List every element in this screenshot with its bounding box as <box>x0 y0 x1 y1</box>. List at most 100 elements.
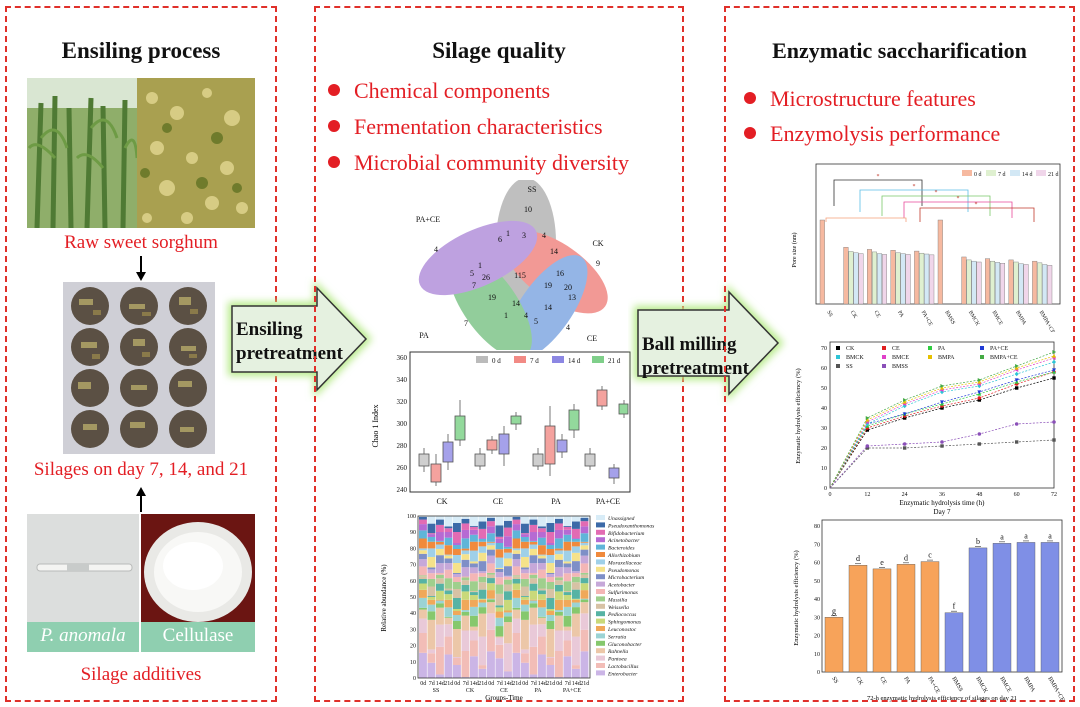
abundance-segment <box>453 582 461 589</box>
abundance-segment <box>572 571 580 574</box>
svg-text:*: * <box>935 190 938 196</box>
abundance-segment <box>470 529 478 535</box>
line-day: Day 7 <box>934 508 951 516</box>
abundance-segment <box>436 574 444 579</box>
legend-swatch <box>1010 170 1020 176</box>
venn-region: 4 <box>524 311 528 320</box>
legend-marker <box>882 355 886 359</box>
bar-letter: d <box>904 553 908 562</box>
venn-region: 19 <box>544 281 552 290</box>
abundance-segment <box>461 584 470 592</box>
abundance-segment <box>478 552 487 562</box>
legend-label: Rahnella <box>607 649 628 655</box>
box <box>618 403 629 415</box>
abundance-xtick: 14d <box>436 681 445 687</box>
abundance-segment <box>580 533 589 542</box>
abundance-segment <box>419 583 427 590</box>
venn-region: 7 <box>472 281 476 290</box>
abundance-xtick: 14d <box>572 681 581 687</box>
abundance-segment <box>495 536 504 539</box>
abundance-segment <box>495 538 504 543</box>
abundance-segment <box>512 609 521 619</box>
abundance-segment <box>419 538 427 549</box>
line-point <box>977 378 982 382</box>
abundance-segment <box>444 526 453 529</box>
bullet-dot <box>328 119 340 132</box>
abundance-segment <box>453 563 461 573</box>
abundance-segment <box>427 662 436 678</box>
ensiling-arrow <box>228 280 372 398</box>
abundance-segment <box>555 550 563 555</box>
abundance-segment <box>529 516 538 520</box>
legend-swatch <box>596 655 605 661</box>
abundance-segment <box>470 534 478 542</box>
abundance-segment <box>563 567 572 574</box>
legend-label: 14 d <box>1022 172 1033 178</box>
abundance-xtick: 21d <box>512 681 521 687</box>
line-point <box>902 416 907 420</box>
pore-xtick: SS <box>825 310 833 318</box>
abundance-segment <box>555 630 563 651</box>
venn-label-ce: CE <box>587 334 597 343</box>
abundance-segment <box>478 668 487 678</box>
bar <box>872 568 892 673</box>
box <box>544 425 556 465</box>
abundance-segment <box>495 525 504 537</box>
abundance-segment <box>529 524 538 533</box>
abundance-xgroup: CK <box>466 688 475 694</box>
abundance-segment <box>572 582 580 590</box>
venn-core: 115 <box>514 271 526 280</box>
abundance-xtick: 21d <box>546 681 555 687</box>
abundance-segment <box>572 598 580 600</box>
abundance-ytick: 20 <box>410 644 416 650</box>
line-point <box>1014 386 1019 390</box>
abundance-segment <box>546 532 555 543</box>
pore-bar <box>876 253 882 305</box>
pore-xtick: BMPA+CE <box>1038 310 1056 332</box>
abundance-segment <box>512 576 521 579</box>
abundance-segment <box>572 636 580 666</box>
legend-swatch <box>596 581 605 587</box>
bar-xtick: PA+CE <box>926 676 940 695</box>
svg-text:*: * <box>877 174 880 180</box>
p-anomala-photo <box>27 514 139 622</box>
pore-bar <box>853 252 859 305</box>
abundance-segment <box>453 555 461 563</box>
abundance-segment <box>546 598 555 609</box>
abundance-stacked-bar: Relative abundance (%) 0 10 20 30 40 50 60 70 80… <box>380 514 654 702</box>
abundance-segment <box>478 571 487 574</box>
abundance-segment <box>436 590 444 600</box>
abundance-xgroup: CE <box>500 688 508 694</box>
pore-bar <box>871 251 877 305</box>
legend-swatch <box>596 552 605 557</box>
abundance-segment <box>470 591 478 593</box>
chao1-ytick: 320 <box>397 398 408 406</box>
abundance-segment <box>495 605 504 608</box>
abundance-segment <box>504 591 512 600</box>
abundance-segment <box>487 555 495 564</box>
abundance-segment <box>563 640 572 657</box>
abundance-segment <box>572 552 580 562</box>
abundance-xtick: 21d <box>580 681 589 687</box>
box <box>474 453 486 467</box>
venn-region: 14 <box>550 247 558 256</box>
abundance-segment <box>470 525 478 527</box>
abundance-segment <box>478 582 487 590</box>
abundance-segment <box>563 630 572 641</box>
pore-bar <box>895 252 901 305</box>
pore-bar <box>1042 264 1048 305</box>
line-point <box>1052 420 1056 424</box>
abundance-xtick: 7d <box>429 681 435 687</box>
legend-swatch <box>596 596 605 602</box>
legend-label: Pseudomonas <box>607 568 639 574</box>
abundance-segment <box>487 590 495 599</box>
abundance-segment <box>436 578 444 584</box>
abundance-segment <box>580 651 589 678</box>
abundance-segment <box>580 602 589 614</box>
abundance-segment <box>521 541 529 549</box>
box <box>486 439 498 451</box>
legend-label: 0 d <box>974 172 982 178</box>
pore-xtick: BMCE <box>990 310 1003 327</box>
abundance-segment <box>470 630 478 641</box>
abundance-segment <box>521 533 529 535</box>
